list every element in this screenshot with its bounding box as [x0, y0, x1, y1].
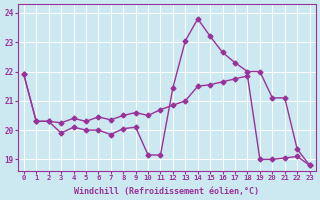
X-axis label: Windchill (Refroidissement éolien,°C): Windchill (Refroidissement éolien,°C) [74, 187, 259, 196]
